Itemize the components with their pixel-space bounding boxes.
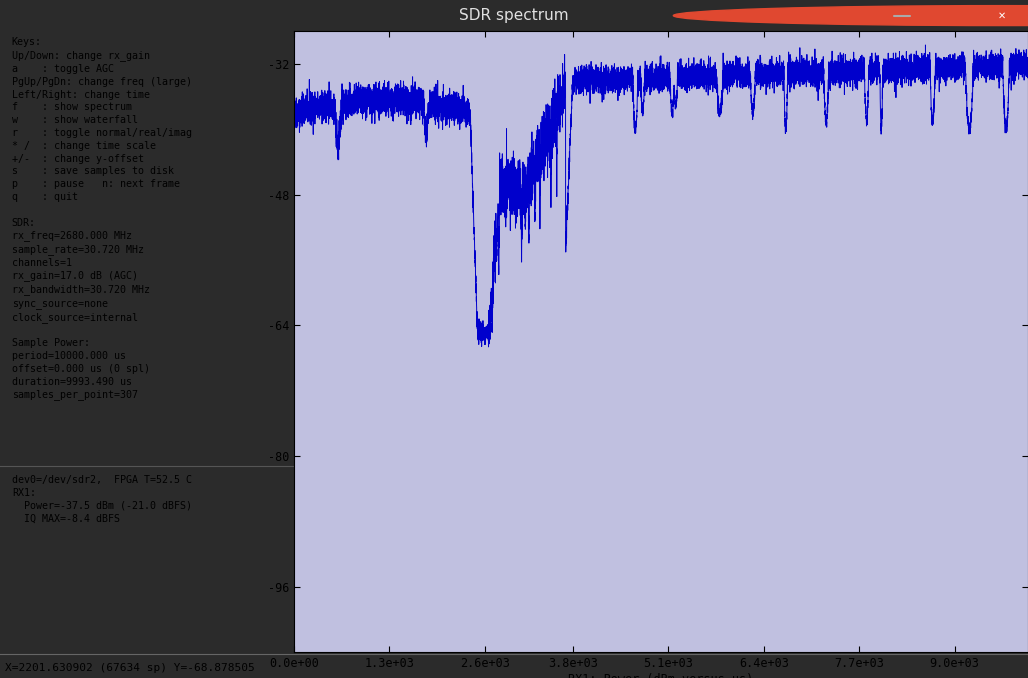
Text: dev0=/dev/sdr2,  FPGA T=52.5 C
RX1:
  Power=-37.5 dBm (-21.0 dBFS)
  IQ MAX=-8.4: dev0=/dev/sdr2, FPGA T=52.5 C RX1: Power…	[11, 475, 192, 523]
Text: X=2201.630902 (67634 sp) Y=-68.878505: X=2201.630902 (67634 sp) Y=-68.878505	[5, 662, 255, 673]
Bar	[935, 8, 954, 23]
Text: ✕: ✕	[998, 11, 1006, 20]
Text: SDR spectrum: SDR spectrum	[460, 8, 568, 23]
Circle shape	[673, 5, 1028, 26]
X-axis label: RX1: Power (dBm versus us): RX1: Power (dBm versus us)	[568, 673, 754, 678]
Text: Keys:
Up/Down: change rx_gain
a    : toggle AGC
PgUp/PgDn: change freq (large)
L: Keys: Up/Down: change rx_gain a : toggle…	[11, 37, 192, 400]
